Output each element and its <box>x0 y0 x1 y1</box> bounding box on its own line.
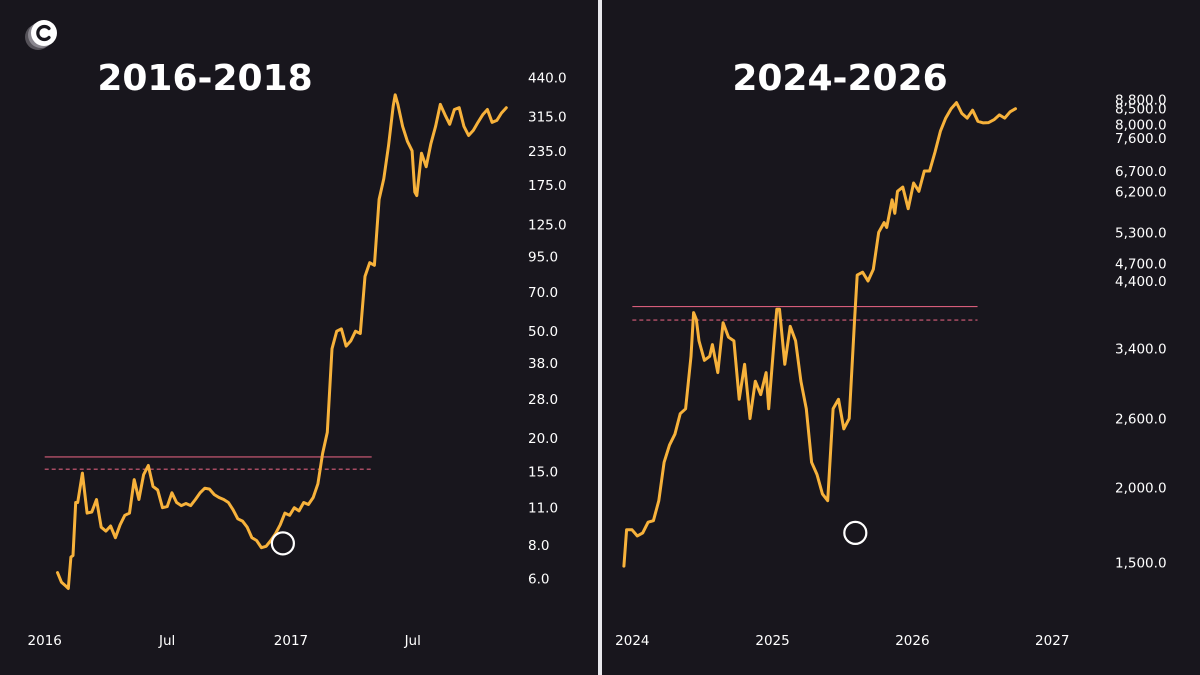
y-tick-label: 11.0 <box>528 501 558 517</box>
y-tick-label: 20.0 <box>528 431 558 447</box>
y-tick-label: 6.0 <box>528 571 549 587</box>
bottom-marker-circle <box>843 520 868 546</box>
x-tick-label: 2027 <box>1035 633 1069 649</box>
chart-title: 2024-2026 <box>732 58 948 99</box>
x-tick-label: Jul <box>404 633 421 649</box>
panel-divider <box>598 0 602 675</box>
x-tick-label: Jul <box>158 633 175 649</box>
y-tick-label: 315.0 <box>528 110 567 126</box>
y-tick-label: 8,800.0 <box>1115 93 1167 109</box>
y-tick-label: 3,400.0 <box>1115 341 1167 357</box>
x-tick-label: 2016 <box>28 633 62 649</box>
y-tick-label: 175.0 <box>528 178 567 194</box>
y-tick-label: 1,500.0 <box>1115 556 1167 572</box>
y-tick-label: 8,000.0 <box>1115 118 1167 134</box>
y-tick-label: 28.0 <box>528 392 558 408</box>
line-chart-2024-2026: 8,800.08,500.08,000.07,600.0 6,700.0 6,200… <box>615 93 1167 649</box>
x-tick-label: 2017 <box>274 633 308 649</box>
y-tick-label: 2,000.0 <box>1115 480 1167 496</box>
y-tick-label: 70.0 <box>528 285 558 301</box>
x-tick-label: 2025 <box>755 633 789 649</box>
y-tick-label: 4,400.0 <box>1115 274 1167 290</box>
y-tick-label: 125.0 <box>528 217 567 233</box>
x-tick-label: 2024 <box>615 633 649 649</box>
y-tick-label: 8.0 <box>528 538 549 554</box>
y-tick-label: 5,300.0 <box>1115 225 1167 241</box>
y-tick-label: 50.0 <box>528 324 558 340</box>
c-logo-icon <box>22 18 64 58</box>
bottom-marker-circle <box>270 531 295 556</box>
price-series-line <box>622 101 1017 568</box>
y-tick-label: 235.0 <box>528 144 567 160</box>
y-tick-label: 6,200.0 <box>1115 184 1167 200</box>
chart-title: 2016-2018 <box>97 58 313 99</box>
y-tick-label: 7,600.0 <box>1115 131 1167 147</box>
y-tick-label: 15.0 <box>528 465 558 481</box>
chart-panel-left: 2016-2018 440.0 315.0 235.0 175.0 125.0 95.0 7… <box>0 0 598 675</box>
y-tick-label: 8,500.0 <box>1115 102 1167 118</box>
price-series-line <box>56 93 508 590</box>
y-tick-label: 38.0 <box>528 356 558 372</box>
y-tick-label: 440.0 <box>528 71 567 87</box>
x-tick-label: 2026 <box>895 633 929 649</box>
y-tick-label: 4,700.0 <box>1115 257 1167 273</box>
y-tick-label: 95.0 <box>528 249 558 265</box>
y-tick-label: 6,700.0 <box>1115 164 1167 180</box>
y-tick-label: 2,600.0 <box>1115 412 1167 428</box>
chart-panel-right: 2024-2026 8,800.0 8,500.0 8,000.0 7,600.0 6,… <box>602 0 1200 675</box>
line-chart-2016-2018: 440.0 315.0 235.0 175.0 125.0 95.0 70.0 50.0 38.… <box>28 71 567 649</box>
